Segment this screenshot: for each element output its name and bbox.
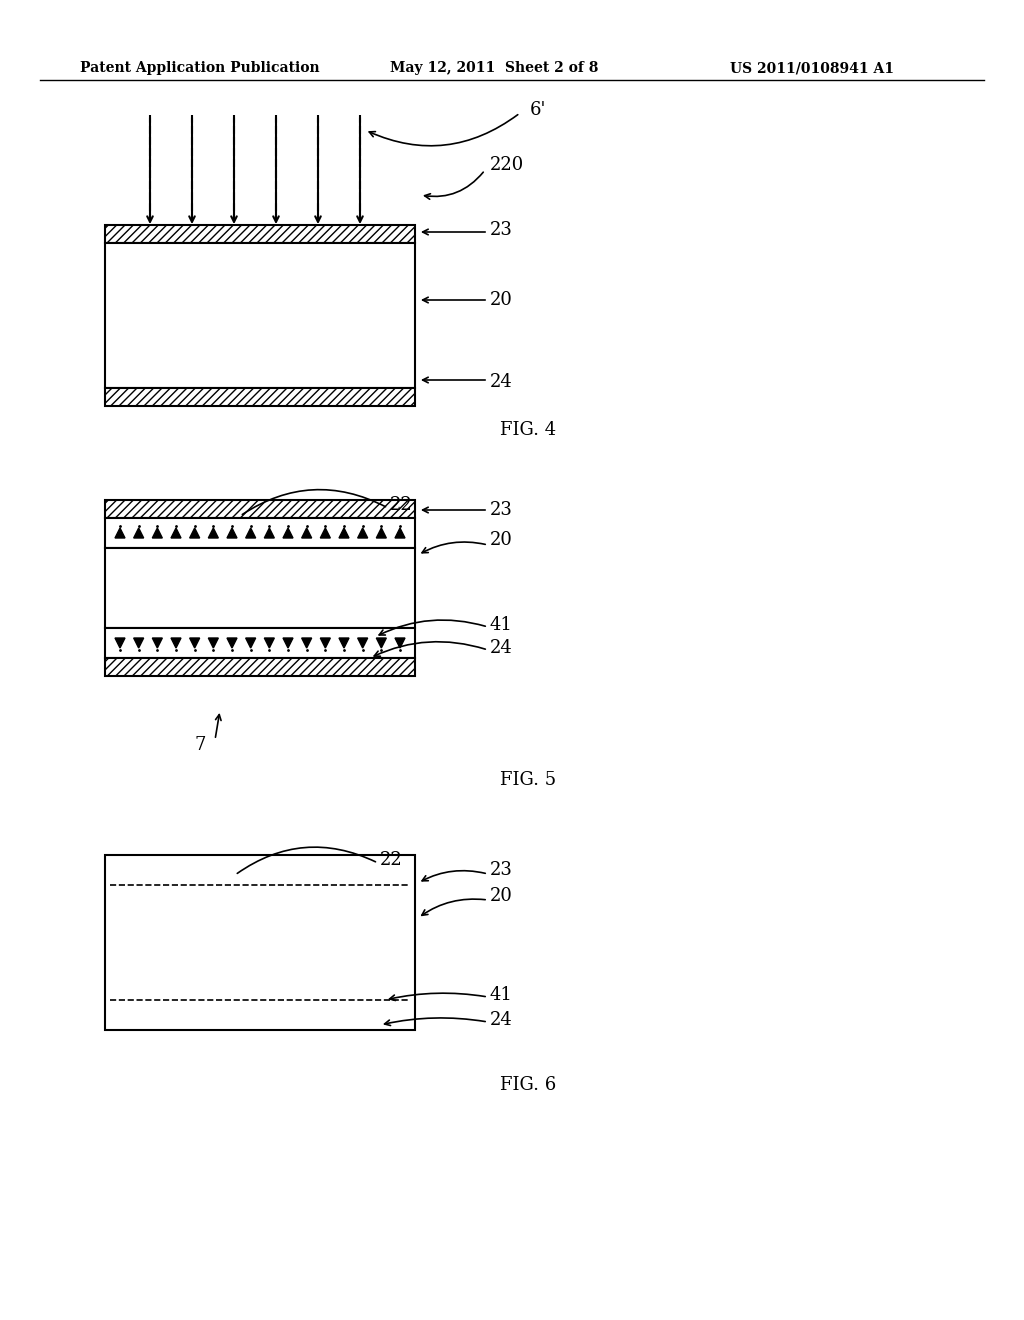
Polygon shape — [189, 638, 200, 648]
Text: 23: 23 — [490, 220, 513, 239]
Text: US 2011/0108941 A1: US 2011/0108941 A1 — [730, 61, 894, 75]
Polygon shape — [227, 528, 237, 539]
Bar — [105, 224, 415, 243]
Text: 20: 20 — [490, 887, 513, 906]
Text: May 12, 2011  Sheet 2 of 8: May 12, 2011 Sheet 2 of 8 — [390, 61, 598, 75]
Polygon shape — [321, 528, 331, 539]
Bar — [105, 500, 415, 517]
Bar — [105, 855, 415, 1030]
Text: 7: 7 — [195, 737, 207, 754]
Polygon shape — [377, 528, 386, 539]
Text: FIG. 4: FIG. 4 — [500, 421, 556, 440]
Text: 22: 22 — [380, 851, 402, 869]
Text: FIG. 5: FIG. 5 — [500, 771, 556, 789]
Polygon shape — [321, 638, 331, 648]
Text: Patent Application Publication: Patent Application Publication — [80, 61, 319, 75]
Polygon shape — [153, 638, 163, 648]
Bar — [105, 628, 415, 657]
Polygon shape — [153, 528, 163, 539]
Polygon shape — [227, 638, 237, 648]
Polygon shape — [115, 528, 125, 539]
Text: 41: 41 — [490, 986, 513, 1005]
Text: 24: 24 — [490, 1011, 513, 1030]
Polygon shape — [115, 638, 125, 648]
Polygon shape — [302, 638, 311, 648]
Bar — [105, 548, 415, 628]
Polygon shape — [134, 528, 143, 539]
Text: 23: 23 — [490, 861, 513, 879]
Text: 6': 6' — [530, 102, 547, 119]
Polygon shape — [246, 638, 256, 648]
Text: 22: 22 — [390, 496, 413, 513]
Polygon shape — [189, 528, 200, 539]
Polygon shape — [208, 638, 218, 648]
Polygon shape — [264, 528, 274, 539]
Polygon shape — [339, 528, 349, 539]
Text: 24: 24 — [490, 639, 513, 657]
Text: FIG. 6: FIG. 6 — [500, 1076, 556, 1094]
Text: 220: 220 — [490, 156, 524, 174]
Polygon shape — [395, 528, 406, 539]
Polygon shape — [357, 528, 368, 539]
Polygon shape — [134, 638, 143, 648]
Polygon shape — [246, 528, 256, 539]
Polygon shape — [171, 638, 181, 648]
Polygon shape — [283, 528, 293, 539]
Polygon shape — [264, 638, 274, 648]
Bar — [105, 657, 415, 676]
Polygon shape — [357, 638, 368, 648]
Text: 20: 20 — [490, 290, 513, 309]
Polygon shape — [302, 528, 311, 539]
Polygon shape — [171, 528, 181, 539]
Polygon shape — [377, 638, 386, 648]
Polygon shape — [339, 638, 349, 648]
Polygon shape — [283, 638, 293, 648]
Polygon shape — [208, 528, 218, 539]
Text: 24: 24 — [490, 374, 513, 391]
Bar — [105, 243, 415, 388]
Text: 20: 20 — [490, 531, 513, 549]
Text: 41: 41 — [490, 616, 513, 634]
Polygon shape — [395, 638, 406, 648]
Bar — [105, 388, 415, 407]
Text: 23: 23 — [490, 502, 513, 519]
Bar — [105, 517, 415, 548]
